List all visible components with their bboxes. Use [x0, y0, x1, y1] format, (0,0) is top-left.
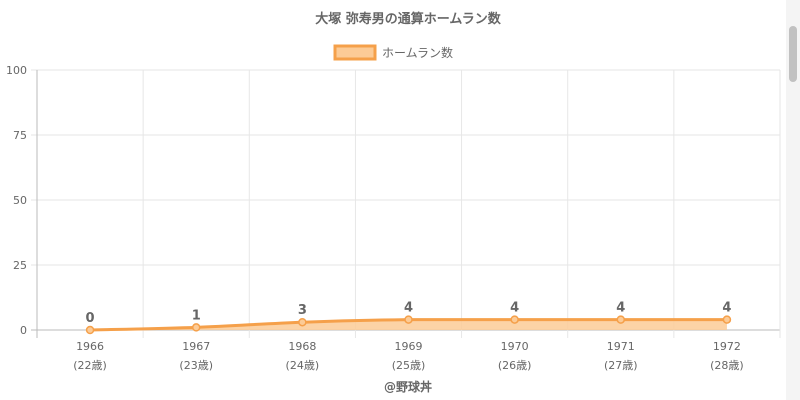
y-tick-label: 25: [13, 259, 27, 272]
credit-text: @野球丼: [384, 379, 432, 394]
y-axis-ticks: 0 25 50 75 100: [6, 64, 27, 337]
data-labels: 0 1 3 4 4 4 4: [86, 301, 732, 326]
x-tick-label: 1970: [501, 340, 529, 353]
data-point[interactable]: [510, 315, 519, 324]
x-tick-label: 1968: [288, 340, 316, 353]
x-tick-sublabel: (26歳): [498, 359, 532, 372]
data-point[interactable]: [191, 323, 201, 332]
scrollbar-thumb[interactable]: [789, 26, 797, 82]
grid: [31, 69, 781, 338]
x-tick-label: 1966: [76, 340, 104, 353]
y-tick-label: 100: [6, 64, 27, 77]
legend-swatch[interactable]: [333, 44, 377, 61]
data-point[interactable]: [298, 317, 307, 327]
x-tick-label: 1967: [182, 340, 210, 353]
x-tick-sublabel: (25歳): [392, 359, 426, 372]
legend-label[interactable]: ホームラン数: [382, 45, 453, 60]
x-tick-label: 1969: [395, 340, 423, 353]
data-point[interactable]: [85, 325, 95, 335]
series-area: [90, 319, 727, 330]
data-label: 4: [510, 301, 519, 316]
x-tick-sublabel: (28歳): [710, 359, 744, 372]
data-label: 4: [404, 301, 413, 316]
x-tick-sublabel: (23歳): [179, 359, 213, 372]
data-label: 4: [722, 301, 731, 316]
x-tick-sublabel: (24歳): [286, 359, 320, 372]
x-tick-label: 1971: [607, 340, 635, 353]
data-point[interactable]: [616, 315, 626, 324]
y-tick-label: 0: [20, 324, 27, 337]
data-point[interactable]: [722, 315, 732, 324]
scrollbar[interactable]: [786, 0, 800, 400]
x-tick-sublabel: (27歳): [604, 359, 638, 372]
series-homeruns: [85, 315, 732, 335]
data-label: 4: [616, 301, 625, 316]
data-point[interactable]: [404, 315, 413, 324]
y-tick-label: 50: [13, 194, 27, 207]
data-label: 3: [298, 303, 307, 318]
data-label: 0: [86, 311, 95, 326]
chart-title: 大塚 弥寿男の通算ホームラン数: [315, 11, 501, 27]
y-tick-label: 75: [13, 129, 27, 142]
x-axis-ticks: 1966 (22歳) 1967 (23歳) 1968 (24歳) 1969 (25歳) 1970…: [73, 340, 743, 372]
legend[interactable]: ホームラン数: [333, 44, 453, 61]
x-tick-sublabel: (22歳): [73, 359, 107, 372]
x-tick-label: 1972: [713, 340, 741, 353]
data-label: 1: [192, 308, 201, 323]
